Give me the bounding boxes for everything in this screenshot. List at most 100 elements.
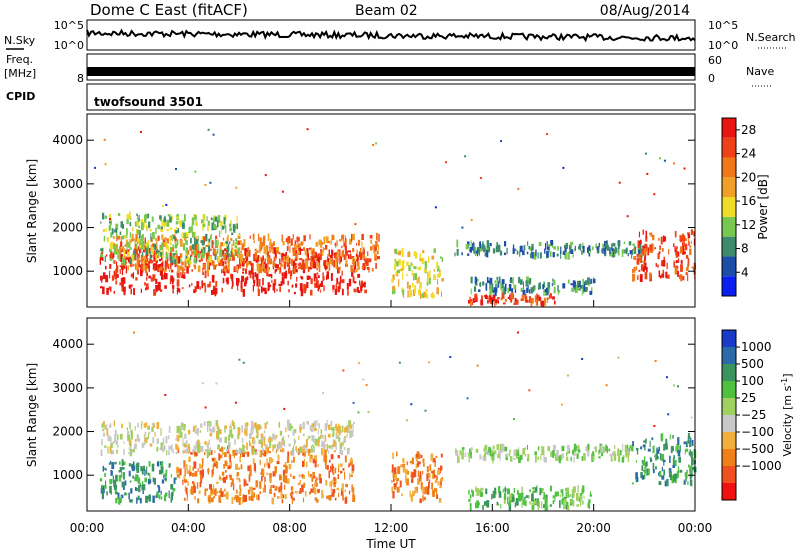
cell-power-0-156	[296, 276, 298, 282]
cell-velocity-scatter-35	[528, 389, 531, 392]
cell-velocity-2-360	[274, 435, 276, 441]
cell-power-scatter-25	[653, 193, 656, 196]
power-colorbar-swatch-8	[722, 118, 736, 138]
cell-power-3-57	[421, 257, 425, 265]
cell-velocity-1-392	[228, 474, 231, 478]
cell-power-1-247	[115, 243, 118, 252]
cell-velocity-1-141	[333, 478, 337, 484]
cell-power-4-80	[560, 250, 562, 259]
cell-power-2-110	[117, 213, 121, 216]
cell-velocity-6-56	[673, 460, 676, 467]
cell-power-3-10	[422, 250, 425, 254]
cell-power-1-197	[362, 254, 365, 259]
cell-power-3-106	[397, 269, 400, 274]
cell-velocity-1-249	[185, 464, 188, 470]
cell-velocity-4-127	[484, 450, 487, 453]
cell-velocity-1-337	[236, 474, 238, 481]
cell-power-7-94	[646, 248, 649, 255]
cell-power-6-74	[496, 279, 499, 287]
cell-power-0-326	[290, 270, 293, 274]
cell-velocity-4-9	[618, 454, 621, 463]
cell-velocity-1-234	[323, 454, 325, 462]
cell-power-0-290	[138, 248, 141, 254]
cell-velocity-3-37	[432, 458, 436, 463]
cell-power-2-80	[136, 222, 139, 226]
cell-power-0-312	[281, 256, 283, 263]
cell-power-1-196	[308, 247, 312, 250]
cell-power-2-17	[110, 232, 113, 238]
cell-velocity-4-89	[455, 450, 459, 457]
cell-velocity-2-91	[271, 437, 273, 442]
cell-power-0-56	[273, 247, 277, 254]
cell-power-7-28	[645, 236, 648, 242]
cell-velocity-3-46	[411, 472, 415, 479]
cell-velocity-scatter-20	[666, 376, 668, 379]
cell-power-0-179	[276, 264, 279, 269]
cell-power-0-214	[211, 274, 215, 283]
cell-power-3-34	[441, 257, 444, 262]
cell-velocity-5-145	[471, 490, 474, 497]
cell-velocity-4-160	[556, 449, 559, 457]
cell-velocity-2-196	[292, 430, 295, 436]
velocity-colorbar-swatch-9	[722, 330, 736, 347]
cell-velocity-3-35	[434, 460, 436, 467]
cell-velocity-1-124	[221, 446, 224, 452]
cell-power-1-446	[144, 237, 146, 244]
cell-power-7-100	[640, 264, 644, 271]
cell-power-1-203	[353, 259, 356, 266]
cell-velocity-2-252	[350, 430, 354, 437]
cell-power-2-37	[232, 239, 235, 245]
cell-power-0-413	[267, 287, 270, 292]
cell-power-1-269	[156, 255, 159, 259]
cell-velocity-2-369	[351, 424, 353, 428]
cell-velocity-1-282	[268, 457, 271, 464]
cell-power-4-167	[572, 254, 574, 258]
cell-velocity-3-93	[435, 455, 438, 458]
cell-velocity-1-393	[314, 497, 317, 501]
cell-velocity-2-320	[156, 422, 160, 430]
velocity-xtick-label-3: 12:00	[374, 521, 409, 535]
cell-power-4-87	[497, 244, 501, 252]
cell-power-0-336	[113, 290, 115, 294]
cell-velocity-2-167	[218, 429, 222, 435]
cell-velocity-1-116	[210, 487, 212, 495]
cell-power-1-145	[352, 233, 355, 241]
cell-velocity-5-140	[570, 499, 573, 504]
cell-power-0-29	[316, 277, 318, 281]
cell-power-7-77	[682, 242, 684, 248]
cell-velocity-5-125	[572, 500, 575, 503]
cell-power-2-201	[231, 232, 234, 235]
cell-power-0-339	[105, 266, 107, 270]
cell-power-0-353	[266, 269, 269, 277]
cell-velocity-1-109	[331, 479, 333, 485]
cell-power-2-43	[129, 221, 132, 227]
cell-velocity-2-267	[290, 425, 294, 429]
cell-velocity-0-127	[102, 490, 104, 496]
cell-velocity-3-58	[427, 487, 430, 495]
cell-velocity-4-136	[547, 446, 550, 451]
cell-power-5-8	[507, 296, 510, 299]
cell-power-0-181	[255, 273, 259, 280]
cell-power-4-49	[623, 241, 626, 245]
cell-velocity-2-124	[246, 442, 248, 451]
cell-power-0-494	[142, 249, 145, 253]
cell-velocity-5-29	[528, 495, 530, 499]
cell-power-2-287	[141, 222, 144, 231]
cell-power-scatter-2	[445, 161, 447, 164]
cell-power-3-67	[421, 293, 425, 298]
cell-power-2-183	[121, 235, 125, 240]
cell-velocity-2-104	[284, 444, 286, 447]
cell-power-0-182	[158, 258, 162, 262]
cell-velocity-5-146	[554, 491, 557, 497]
cell-power-1-60	[124, 244, 127, 247]
cell-power-4-142	[606, 243, 608, 247]
cell-power-4-68	[618, 247, 620, 254]
cell-power-2-152	[133, 250, 136, 255]
cell-velocity-5-74	[521, 492, 524, 500]
cell-velocity-1-236	[179, 468, 182, 476]
cell-velocity-2-376	[175, 451, 178, 454]
cell-velocity-2-95	[168, 451, 170, 456]
cell-velocity-3-62	[397, 466, 401, 474]
cell-power-1-36	[369, 246, 373, 251]
